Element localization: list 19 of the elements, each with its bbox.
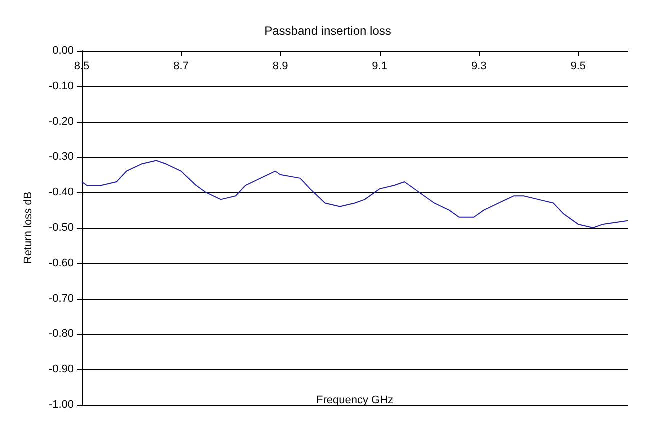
y-tick-label: -0.50 (48, 222, 74, 234)
y-tick-label: -1.00 (48, 399, 74, 411)
y-tick-label: -0.20 (48, 116, 74, 128)
x-tick-label: 9.1 (372, 60, 388, 72)
y-tick-label: -0.60 (48, 257, 74, 270)
y-tick-label: -0.80 (48, 328, 74, 340)
y-tick-label: -0.90 (48, 364, 74, 376)
y-tick-label: -0.10 (48, 80, 74, 92)
x-tick-label: 8.9 (272, 60, 288, 72)
y-tick-label: -0.40 (48, 186, 74, 199)
x-tick-label: 8.7 (174, 60, 189, 72)
y-axis-title: Return loss dB (22, 192, 34, 264)
y-tick-label: 0.00 (52, 45, 74, 57)
x-axis-title: Frequency GHz (316, 394, 394, 406)
y-tick-label: -0.70 (48, 292, 74, 305)
y-tick-label: -0.30 (48, 151, 74, 164)
x-tick-label: 9.3 (471, 60, 487, 72)
x-tick-label: 9.5 (570, 60, 586, 72)
chart-title: Passband insertion loss (264, 24, 392, 38)
